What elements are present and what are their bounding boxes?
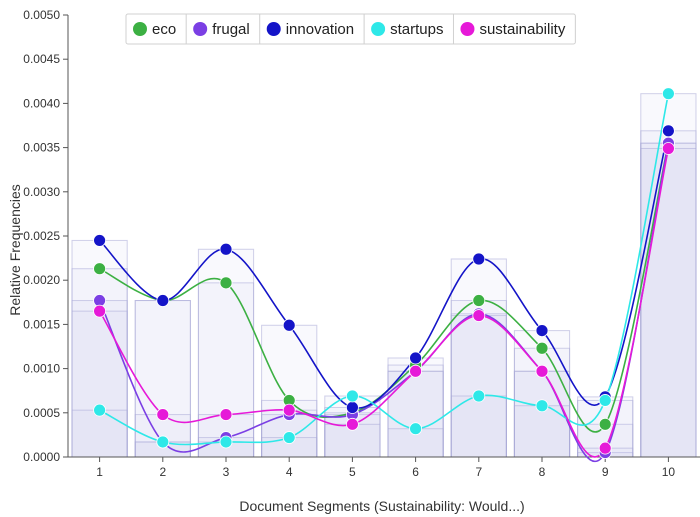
legend-item-eco[interactable]: eco — [133, 21, 176, 38]
data-point-innovation-6[interactable] — [409, 351, 423, 365]
y-tick-label: 0.0030 — [23, 185, 60, 199]
x-tick-label: 5 — [349, 465, 356, 479]
data-point-eco-7[interactable] — [472, 294, 486, 307]
segment-bar-sustainability-6 — [387, 370, 444, 458]
data-point-innovation-10[interactable] — [662, 124, 675, 138]
data-point-startups-4[interactable] — [282, 431, 296, 444]
legend: eco frugal innovation startups sustainabilit… — [125, 13, 576, 45]
data-point-sustainability-9[interactable] — [598, 441, 612, 455]
segment-bar-innovation-2 — [134, 300, 191, 458]
data-point-eco-9[interactable] — [598, 417, 612, 431]
x-axis-title: Document Segments (Sustainability: Would… — [239, 498, 524, 514]
x-tick-label: 1 — [96, 465, 103, 479]
legend-marker-innovation — [266, 22, 281, 36]
data-point-innovation-2[interactable] — [156, 294, 170, 307]
segment-bar-eco-2 — [134, 300, 191, 458]
data-point-frugal-1[interactable] — [93, 294, 106, 307]
data-point-startups-2[interactable] — [156, 435, 170, 449]
segment-bar-startups-1 — [71, 409, 128, 458]
y-tick-label: 0.0050 — [23, 8, 60, 22]
data-point-startups-1[interactable] — [93, 403, 106, 417]
data-point-innovation-8[interactable] — [535, 324, 549, 337]
data-point-sustainability-4[interactable] — [282, 403, 296, 417]
data-point-eco-1[interactable] — [93, 262, 106, 276]
data-point-startups-9[interactable] — [598, 394, 612, 407]
data-point-sustainability-3[interactable] — [219, 408, 233, 421]
x-tick-label: 7 — [475, 465, 482, 479]
data-point-sustainability-8[interactable] — [535, 364, 549, 378]
legend-item-startups[interactable]: startups — [371, 21, 443, 38]
data-point-startups-3[interactable] — [219, 435, 233, 449]
data-point-startups-7[interactable] — [472, 389, 486, 403]
y-axis-title: Relative Frequencies — [7, 184, 23, 316]
data-point-startups-10[interactable] — [662, 87, 675, 101]
x-tick-label: 10 — [662, 465, 676, 479]
legend-item-sustainability[interactable]: sustainability — [460, 21, 566, 38]
legend-label-eco: eco — [152, 21, 176, 38]
data-point-sustainability-1[interactable] — [93, 304, 106, 318]
data-point-innovation-5[interactable] — [345, 401, 359, 414]
legend-item-frugal[interactable]: frugal — [193, 21, 250, 38]
legend-item-innovation[interactable]: innovation — [266, 21, 354, 38]
segment-bar-sustainability-1 — [71, 310, 128, 458]
data-point-sustainability-10[interactable] — [662, 142, 675, 155]
x-tick-label: 6 — [412, 465, 419, 479]
data-point-startups-8[interactable] — [535, 399, 549, 413]
data-point-sustainability-7[interactable] — [472, 309, 486, 322]
x-tick-label: 3 — [223, 465, 230, 479]
x-tick-label: 4 — [286, 465, 293, 479]
data-point-innovation-7[interactable] — [472, 252, 486, 266]
data-point-innovation-4[interactable] — [282, 318, 296, 332]
data-point-eco-3[interactable] — [219, 276, 233, 290]
y-tick-label: 0.0020 — [23, 273, 60, 287]
data-point-innovation-3[interactable] — [219, 242, 233, 256]
legend-label-innovation: innovation — [286, 21, 354, 38]
y-tick-label: 0.0000 — [23, 450, 60, 464]
legend-marker-eco — [133, 22, 147, 36]
legend-frame — [125, 13, 576, 45]
legend-marker-startups — [371, 22, 386, 36]
y-tick-label: 0.0005 — [23, 406, 60, 420]
data-point-startups-6[interactable] — [409, 422, 423, 436]
axes: 0.0000 0.0005 0.0010 0.0015 0.0020 0.0025 0.00… — [23, 8, 700, 479]
x-tick-label: 2 — [159, 465, 166, 479]
legend-label-startups: startups — [390, 21, 443, 38]
data-point-sustainability-2[interactable] — [156, 408, 170, 421]
data-point-innovation-1[interactable] — [93, 234, 106, 247]
segment-bar-startups-7 — [450, 395, 507, 458]
legend-label-frugal: frugal — [212, 21, 250, 38]
legend-label-sustainability: sustainability — [479, 21, 565, 38]
data-point-eco-8[interactable] — [535, 341, 549, 355]
x-tick-label: 9 — [602, 465, 609, 479]
y-tick-label: 0.0040 — [23, 96, 60, 110]
segment-bar-innovation-7 — [450, 258, 507, 458]
y-tick-label: 0.0010 — [23, 362, 60, 376]
y-tick-label: 0.0015 — [23, 317, 60, 331]
x-tick-label: 8 — [539, 465, 546, 479]
legend-marker-sustainability — [460, 22, 475, 36]
data-point-sustainability-6[interactable] — [409, 364, 423, 378]
y-tick-label: 0.0045 — [23, 52, 60, 66]
legend-marker-frugal — [193, 22, 208, 36]
y-tick-label: 0.0035 — [23, 141, 60, 155]
data-point-sustainability-5[interactable] — [345, 417, 359, 431]
data-point-startups-5[interactable] — [345, 389, 359, 403]
series-points — [93, 87, 675, 459]
y-tick-label: 0.0025 — [23, 229, 60, 243]
segment-bar-sustainability-7 — [450, 315, 507, 458]
segment-bar-sustainability-10 — [640, 147, 697, 458]
